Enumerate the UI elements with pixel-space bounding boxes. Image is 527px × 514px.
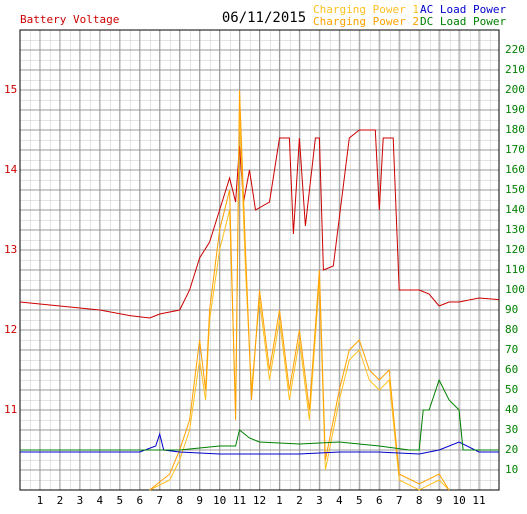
x-tick-label: 4 xyxy=(336,494,343,507)
x-tick-label: 10 xyxy=(452,494,465,507)
y2-tick-label: 80 xyxy=(505,323,518,336)
x-tick-label: 2 xyxy=(57,494,64,507)
y2-tick-label: 100 xyxy=(505,283,525,296)
series-line xyxy=(149,89,450,491)
y2-tick-label: 10 xyxy=(505,463,518,476)
x-tick-label: 6 xyxy=(376,494,383,507)
y2-tick-label: 190 xyxy=(505,103,525,116)
series-line xyxy=(20,378,499,451)
series-line xyxy=(19,129,500,319)
y2-tick-label: 120 xyxy=(505,243,525,256)
y2-tick-label: 30 xyxy=(505,423,518,436)
y2-tick-label: 200 xyxy=(505,83,525,96)
y2-tick-label: 40 xyxy=(505,403,518,416)
legend-entry: Charging Power 2 xyxy=(313,15,419,28)
y2-tick-label: 110 xyxy=(505,263,525,276)
y2-tick-label: 60 xyxy=(505,363,518,376)
x-tick-label: 6 xyxy=(136,494,143,507)
x-tick-label: 2 xyxy=(296,494,303,507)
x-tick-label: 5 xyxy=(356,494,363,507)
x-tick-label: 5 xyxy=(116,494,123,507)
x-tick-label: 11 xyxy=(472,494,485,507)
y2-tick-label: 50 xyxy=(505,383,518,396)
x-tick-label: 7 xyxy=(396,494,403,507)
y2-tick-label: 20 xyxy=(505,443,518,456)
y-tick-label: 12 xyxy=(4,323,17,336)
y2-tick-label: 220 xyxy=(505,43,525,56)
y2-tick-label: 210 xyxy=(505,63,525,76)
x-tick-label: 1 xyxy=(37,494,44,507)
y-tick-label: 15 xyxy=(4,83,17,96)
y2-tick-label: 130 xyxy=(505,223,525,236)
x-tick-label: 1 xyxy=(276,494,283,507)
y-tick-label: 14 xyxy=(4,163,18,176)
chart-title: 06/11/2015 xyxy=(222,10,306,26)
x-tick-label: 8 xyxy=(176,494,183,507)
x-tick-label: 3 xyxy=(77,494,84,507)
y-tick-label: 13 xyxy=(4,243,17,256)
x-tick-label: 8 xyxy=(416,494,423,507)
x-tick-label: 4 xyxy=(97,494,104,507)
legend-entry: Charging Power 1 xyxy=(313,3,419,16)
x-tick-label: 11 xyxy=(233,494,246,507)
y2-tick-label: 140 xyxy=(505,203,525,216)
x-tick-label: 12 xyxy=(253,494,266,507)
x-tick-label: 9 xyxy=(436,494,443,507)
y2-tick-label: 160 xyxy=(505,163,525,176)
legend-entry: DC Load Power xyxy=(420,15,506,28)
y2-tick-label: 170 xyxy=(505,143,525,156)
x-tick-label: 9 xyxy=(196,494,203,507)
series-line xyxy=(149,109,450,491)
legend-entry: Battery Voltage xyxy=(20,13,119,26)
y2-tick-label: 70 xyxy=(505,343,518,356)
y2-tick-label: 180 xyxy=(505,123,525,136)
y2-tick-label: 90 xyxy=(505,303,518,316)
y-tick-label: 11 xyxy=(4,403,17,416)
series-line xyxy=(20,432,499,455)
plot-border xyxy=(19,29,500,491)
y2-tick-label: 150 xyxy=(505,183,525,196)
legend-entry: AC Load Power xyxy=(420,3,506,16)
x-tick-label: 3 xyxy=(316,494,323,507)
x-tick-label: 7 xyxy=(156,494,163,507)
x-tick-label: 10 xyxy=(213,494,226,507)
